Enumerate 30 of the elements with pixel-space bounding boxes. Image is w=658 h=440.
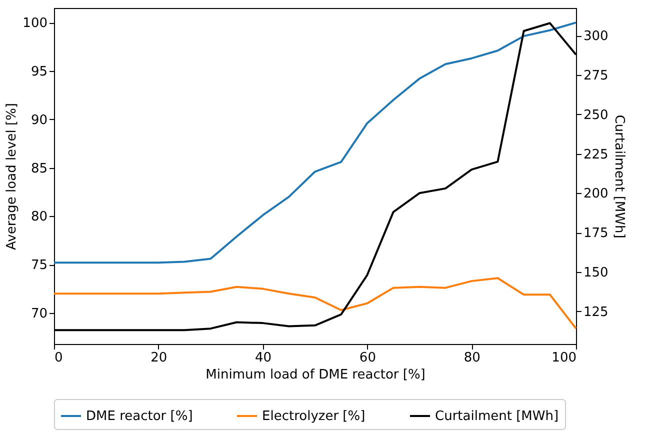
- y2-tick-label: 300: [584, 29, 608, 44]
- y2-tick-label: 225: [584, 147, 608, 162]
- line-series: [53, 22, 577, 264]
- y-tick-label: 90: [30, 112, 48, 128]
- y-tick-label: 75: [30, 258, 48, 274]
- x-axis-title: Minimum load of DME reactor [%]: [206, 368, 426, 382]
- line-series: [53, 22, 577, 332]
- x-tick-label: 100: [552, 350, 576, 366]
- x-tick-label: 80: [464, 350, 480, 366]
- y-tick-label: 70: [30, 306, 48, 322]
- y-tick-label: 85: [30, 161, 48, 176]
- legend-label: DME reactor [%]: [86, 409, 193, 424]
- y2-tick-label: 125: [584, 304, 608, 320]
- y2-tick-label: 250: [584, 108, 608, 123]
- y2-tick-label: 150: [584, 265, 608, 280]
- x-tick-label: 20: [150, 350, 168, 366]
- legend-label: Electrolyzer [%]: [262, 409, 366, 424]
- y2-tick-label: 275: [584, 68, 608, 84]
- y2-tick-label: 200: [584, 186, 608, 202]
- y-tick-label: 80: [30, 210, 48, 225]
- y-tick-label: 100: [22, 16, 48, 32]
- y-tick-label: 95: [30, 64, 48, 80]
- legend-label: Curtailment [MWh]: [435, 409, 559, 424]
- x-tick-label: 60: [359, 350, 376, 366]
- line-series: [53, 277, 577, 330]
- y-axis-title: Average load level [%]: [4, 103, 20, 250]
- x-tick-label: 0: [54, 350, 63, 366]
- y2-axis-title: Curtailment [MWh]: [611, 114, 626, 238]
- x-tick-label: 40: [255, 350, 272, 366]
- y2-tick-label: 175: [584, 226, 608, 242]
